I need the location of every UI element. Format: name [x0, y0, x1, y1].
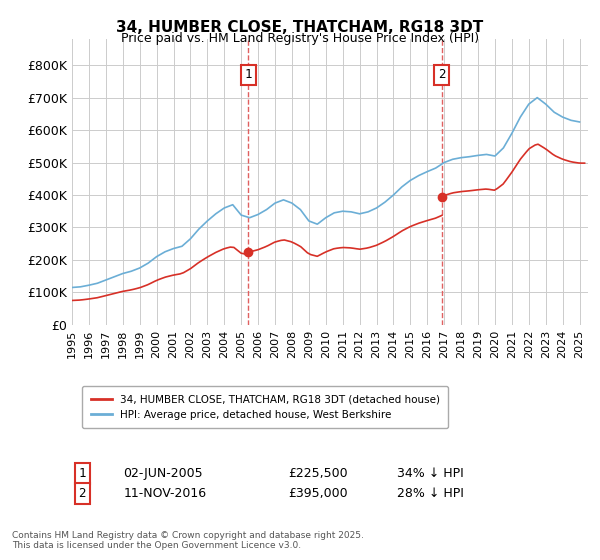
Text: 1: 1 [79, 467, 86, 480]
Text: 2: 2 [79, 487, 86, 500]
Text: Contains HM Land Registry data © Crown copyright and database right 2025.
This d: Contains HM Land Registry data © Crown c… [12, 530, 364, 550]
Text: 1: 1 [245, 68, 252, 81]
Text: Price paid vs. HM Land Registry's House Price Index (HPI): Price paid vs. HM Land Registry's House … [121, 32, 479, 45]
Text: £225,500: £225,500 [289, 467, 349, 480]
Text: 2: 2 [438, 68, 446, 81]
Text: 11-NOV-2016: 11-NOV-2016 [124, 487, 207, 500]
Text: 28% ↓ HPI: 28% ↓ HPI [397, 487, 464, 500]
Legend: 34, HUMBER CLOSE, THATCHAM, RG18 3DT (detached house), HPI: Average price, detac: 34, HUMBER CLOSE, THATCHAM, RG18 3DT (de… [82, 386, 448, 428]
Text: 34, HUMBER CLOSE, THATCHAM, RG18 3DT: 34, HUMBER CLOSE, THATCHAM, RG18 3DT [116, 20, 484, 35]
Text: 02-JUN-2005: 02-JUN-2005 [124, 467, 203, 480]
Text: 34% ↓ HPI: 34% ↓ HPI [397, 467, 464, 480]
Text: £395,000: £395,000 [289, 487, 349, 500]
